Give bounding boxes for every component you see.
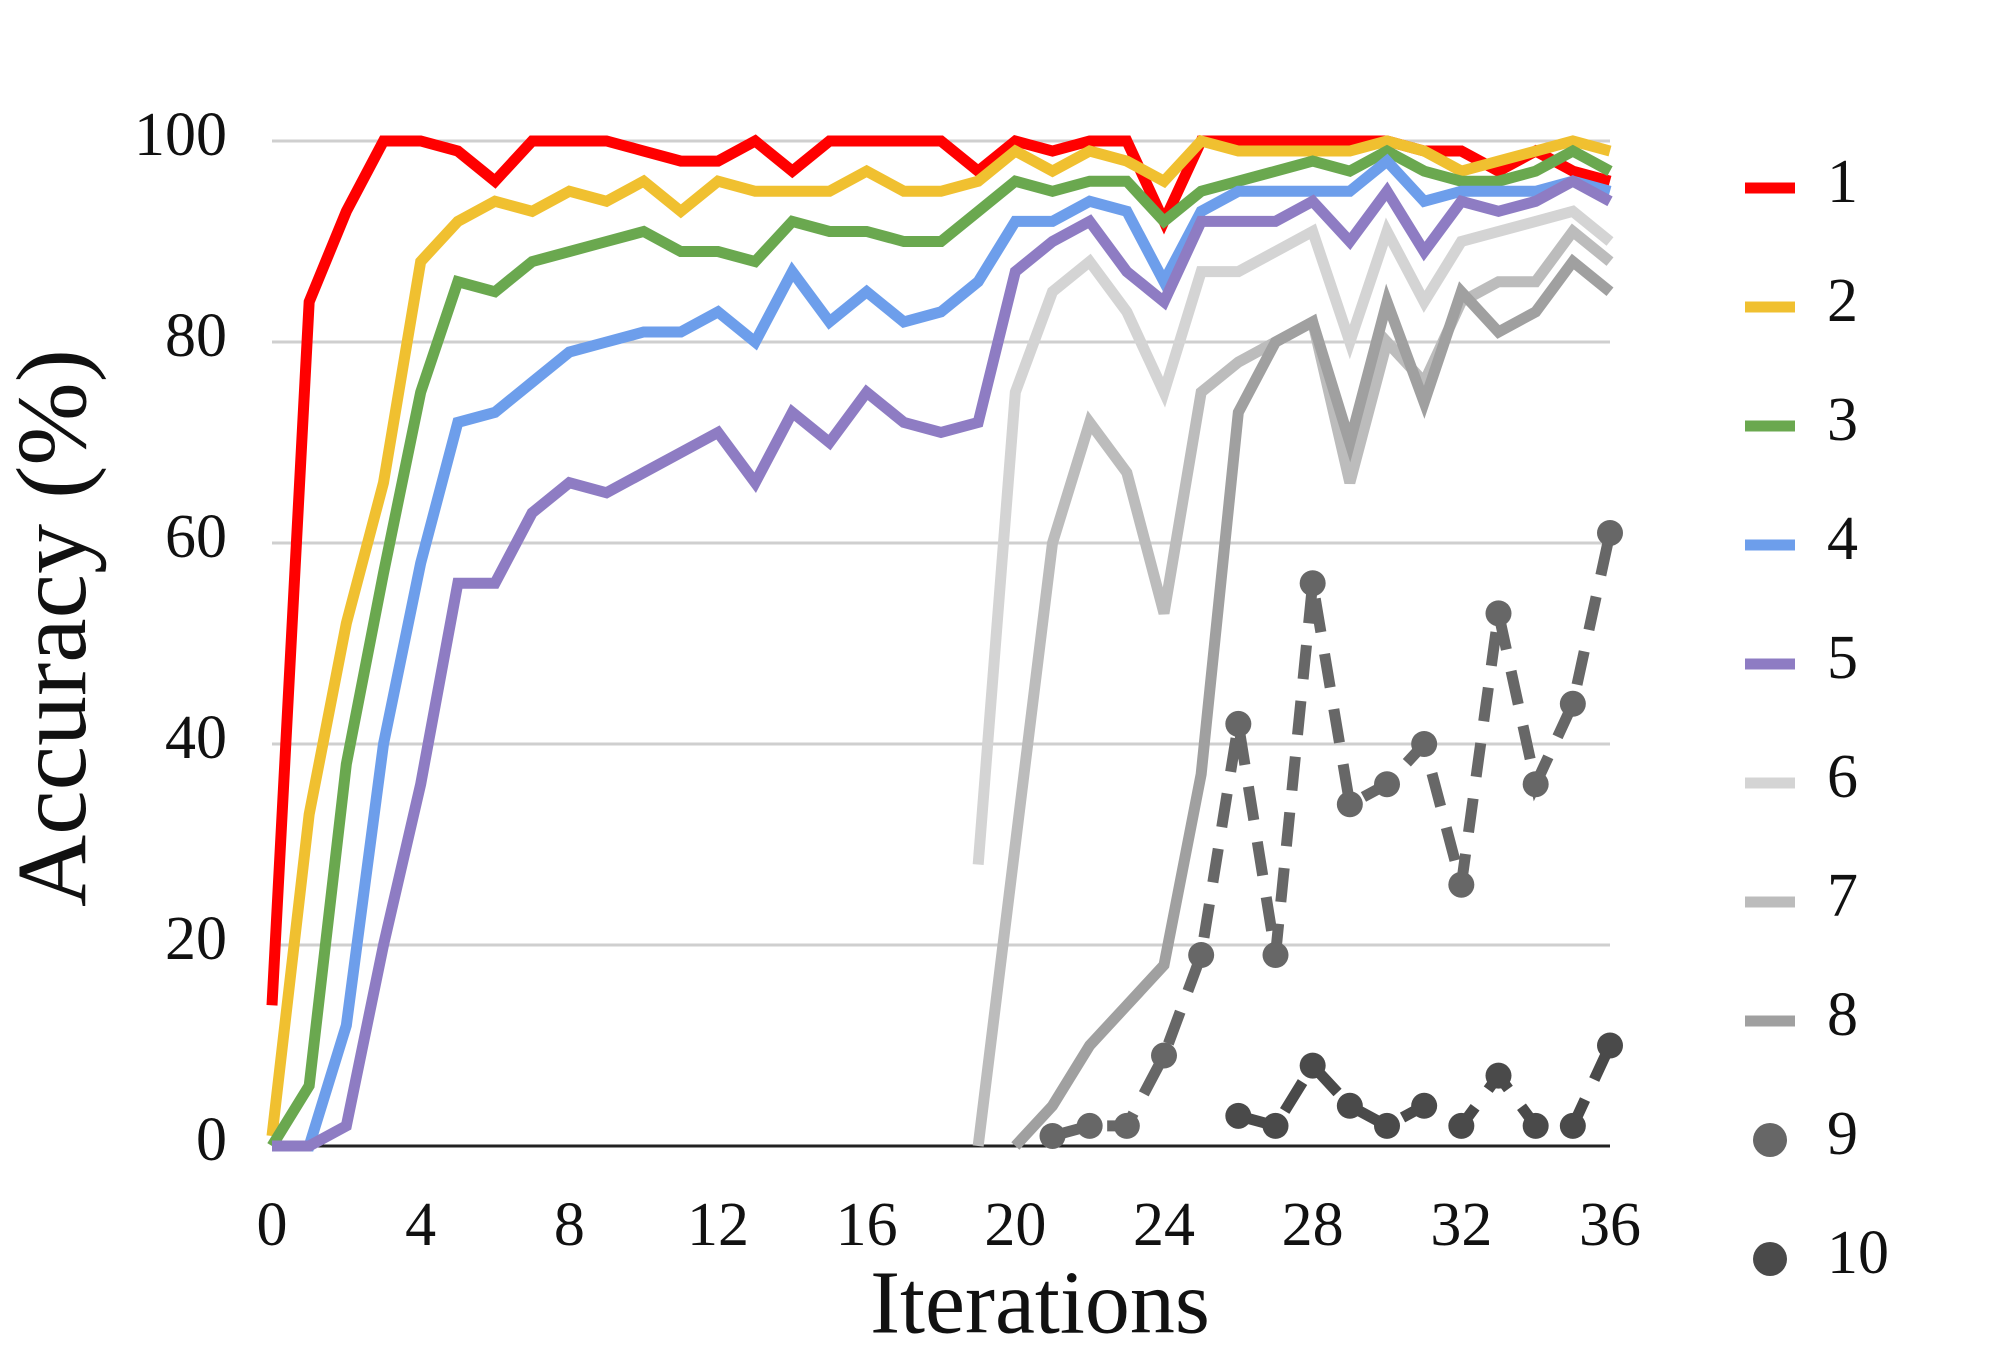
point [1299, 1052, 1326, 1079]
point [1559, 690, 1586, 717]
point [1336, 1092, 1363, 1119]
series-line [272, 174, 1613, 1152]
x-tick-label: 0 [257, 1191, 288, 1259]
x-tick-label: 24 [1133, 1191, 1195, 1259]
legend-label: 4 [1827, 505, 1858, 573]
point [1225, 1102, 1252, 1129]
point [1299, 570, 1326, 597]
y-tick-label: 60 [165, 503, 227, 571]
point [1597, 519, 1623, 546]
series-line [272, 153, 1612, 1152]
legend-marker [1753, 1123, 1787, 1157]
point [1188, 942, 1215, 969]
point [1225, 710, 1252, 737]
y-tick-label: 80 [165, 302, 227, 370]
point [1113, 1112, 1140, 1139]
point [1522, 771, 1549, 798]
x-axis-label: Iterations [870, 1254, 1210, 1353]
y-tick-label: 20 [165, 905, 227, 973]
series-line [1051, 531, 1616, 1142]
legend-label: 8 [1827, 981, 1858, 1049]
x-tick-label: 32 [1430, 1191, 1492, 1259]
point [1411, 731, 1438, 757]
legend-label: 3 [1827, 386, 1858, 454]
legend-label: 5 [1827, 624, 1858, 692]
series-line [267, 144, 1613, 1149]
legend-marker [1753, 1242, 1787, 1276]
point [1485, 1062, 1512, 1089]
legend-label: 2 [1827, 267, 1858, 335]
x-tick-label: 16 [836, 1191, 898, 1259]
legend-label: 1 [1827, 148, 1858, 216]
point [1597, 1032, 1623, 1059]
legend-label: 10 [1827, 1219, 1889, 1287]
x-tick-label: 12 [687, 1191, 749, 1259]
x-tick-label: 36 [1579, 1191, 1641, 1259]
y-tick-label: 40 [165, 704, 227, 772]
point [1374, 1112, 1400, 1139]
series-line [1011, 253, 1614, 1150]
x-tick-label: 8 [554, 1191, 585, 1259]
point [1039, 1122, 1066, 1149]
y-tick-label: 0 [196, 1106, 227, 1174]
point [1336, 791, 1363, 818]
point [1374, 771, 1400, 798]
point [1262, 942, 1289, 969]
point [1411, 1092, 1438, 1119]
x-tick-label: 20 [984, 1191, 1046, 1259]
y-axis-label: Accuracy (%) [0, 349, 107, 907]
point [1559, 1112, 1586, 1139]
point [1151, 1042, 1177, 1069]
point [1448, 871, 1475, 898]
y-tick-label: 100 [134, 101, 227, 169]
x-tick-label: 4 [405, 1191, 436, 1259]
legend-label: 7 [1827, 862, 1858, 930]
point [1522, 1112, 1549, 1139]
point [1262, 1112, 1289, 1139]
point [1485, 600, 1512, 627]
x-tick-label: 28 [1282, 1191, 1344, 1259]
series-line [266, 134, 1612, 1137]
legend-label: 9 [1827, 1100, 1858, 1168]
point [1448, 1112, 1475, 1139]
series-line [972, 205, 1614, 866]
legend-label: 6 [1827, 743, 1858, 811]
point [1076, 1112, 1103, 1139]
